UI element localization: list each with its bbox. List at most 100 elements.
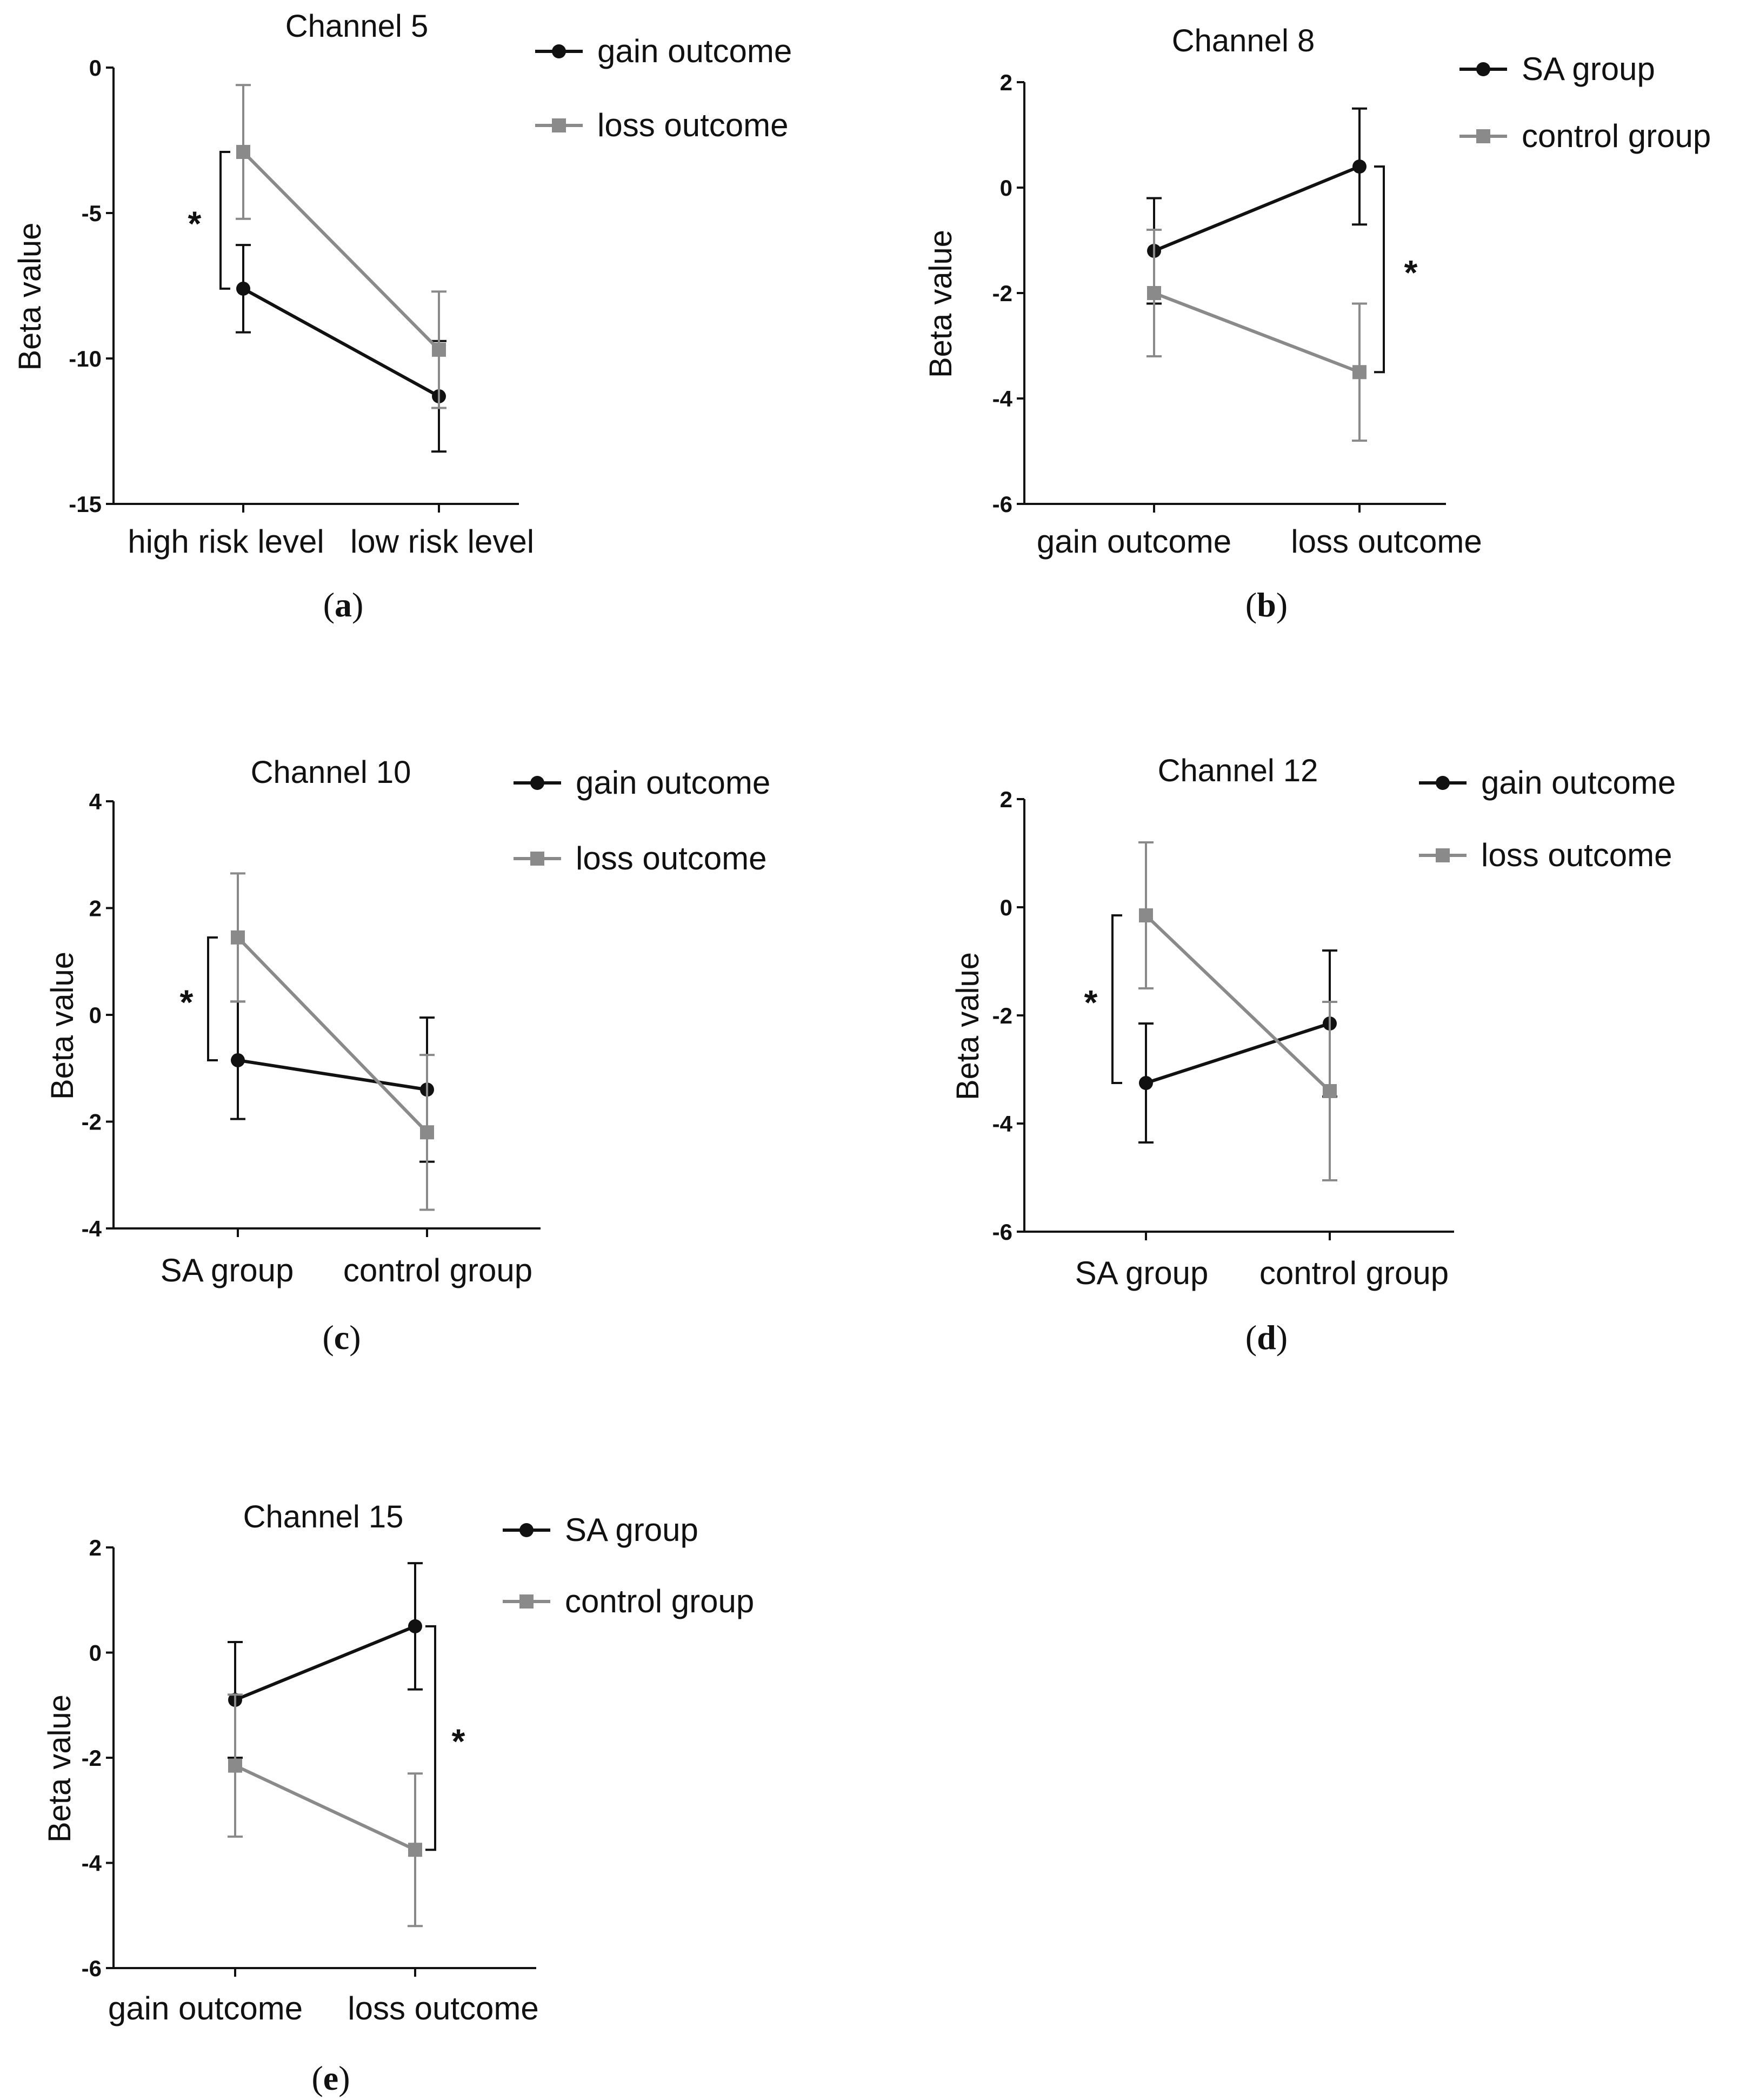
data-point <box>228 1758 242 1773</box>
y-tick-label: -5 <box>82 201 102 226</box>
panel-label-close: ) <box>352 586 363 624</box>
y-tick-label: 0 <box>89 1640 102 1666</box>
series-line-0 <box>237 1058 428 1092</box>
legend-item: control group <box>1459 118 1711 154</box>
panel-label-letter: c <box>334 1318 349 1357</box>
x-tick-label: loss outcome <box>348 1990 539 2026</box>
legend-label: SA group <box>565 1512 698 1548</box>
chart-title: Channel 12 <box>1158 753 1318 788</box>
legend-label: control group <box>1522 118 1711 154</box>
chart-panel-a: Channel 5 Beta value 0 -5 -10 -15 high risk le… <box>12 9 792 624</box>
y-tick-label: -4 <box>82 1216 102 1241</box>
legend-item: control group <box>503 1583 754 1619</box>
y-tick-label: -4 <box>82 1851 102 1876</box>
legend-label: gain outcome <box>576 765 770 801</box>
y-tick-label: 0 <box>1000 895 1012 920</box>
chart-title: Channel 10 <box>251 755 411 790</box>
data-point <box>408 1619 422 1633</box>
y-axis-label: Beta value <box>12 222 48 370</box>
legend-item: SA group <box>503 1512 698 1548</box>
y-tick-label: -6 <box>992 491 1012 517</box>
panel-label-letter: d <box>1257 1318 1276 1357</box>
panel-label-open: ( <box>1245 1318 1257 1357</box>
series-line-0 <box>242 287 440 398</box>
legend-label: SA group <box>1522 51 1655 87</box>
legend-label: loss outcome <box>576 840 767 876</box>
x-tick-label: gain outcome <box>108 1990 303 2026</box>
data-point <box>420 1125 434 1140</box>
panel-label: (e) <box>311 2059 350 2097</box>
legend-label: loss outcome <box>1481 837 1672 873</box>
significance-star: * <box>1084 983 1098 1022</box>
significance-star: * <box>180 982 194 1021</box>
x-tick-label: loss outcome <box>1291 523 1482 560</box>
y-tick-label: -10 <box>69 346 102 371</box>
data-point <box>236 281 250 296</box>
legend-item: gain outcome <box>535 33 792 69</box>
chart-title: Channel 8 <box>1172 23 1315 58</box>
panel-label: (c) <box>322 1318 361 1357</box>
y-tick-label: -2 <box>82 1109 102 1135</box>
y-tick-label: 0 <box>1000 175 1012 201</box>
y-tick-label: 0 <box>89 1002 102 1028</box>
x-tick-label: gain outcome <box>1037 523 1231 560</box>
panel-label-close: ) <box>1276 1318 1288 1357</box>
y-axis-label: Beta value <box>45 952 80 1100</box>
panel-label-open: ( <box>311 2059 323 2097</box>
significance-bracket <box>1374 165 1385 374</box>
legend-marker <box>1476 129 1490 143</box>
significance-bracket <box>1111 914 1122 1084</box>
significance-bracket <box>219 151 230 290</box>
significance-star: * <box>1404 253 1418 292</box>
series-line-0 <box>1145 1022 1330 1085</box>
y-tick-label: -4 <box>992 1111 1013 1137</box>
data-point <box>1352 160 1367 174</box>
significance-bracket <box>425 1625 436 1851</box>
legend-item: gain outcome <box>1419 765 1676 801</box>
y-tick-label: 4 <box>89 789 102 814</box>
y-axis-label: Beta value <box>923 230 958 378</box>
legend-label: loss outcome <box>597 107 789 143</box>
legend-item: loss outcome <box>1419 837 1672 873</box>
legend-marker <box>1436 848 1450 862</box>
panel-label: (d) <box>1245 1318 1288 1357</box>
panel-label-close: ) <box>1276 586 1288 624</box>
data-point <box>1139 908 1153 922</box>
data-point <box>1147 286 1161 300</box>
significance-bracket <box>207 936 218 1061</box>
series-line-0 <box>234 1625 416 1702</box>
y-tick-label: 2 <box>89 1535 102 1560</box>
y-tick-label: -2 <box>992 1003 1012 1028</box>
panel-label-open: ( <box>1245 586 1257 624</box>
legend-label: gain outcome <box>597 33 792 69</box>
panel-label-letter: e <box>323 2059 338 2097</box>
legend-marker <box>530 776 544 790</box>
legend-label: gain outcome <box>1481 765 1676 801</box>
x-tick-label: control group <box>343 1252 532 1288</box>
series-line-1 <box>242 150 441 351</box>
y-tick-label: -4 <box>992 386 1013 411</box>
y-tick-label: 2 <box>1000 70 1012 95</box>
panel-label-close: ) <box>338 2059 350 2097</box>
data-point <box>1323 1084 1337 1098</box>
legend-marker <box>552 118 566 132</box>
panel-label-open: ( <box>323 586 335 624</box>
y-tick-label: -2 <box>82 1745 102 1771</box>
significance-star: * <box>188 204 202 243</box>
chart-title: Channel 15 <box>243 1499 404 1534</box>
data-point <box>231 1053 245 1067</box>
legend-marker <box>1436 776 1450 790</box>
y-tick-label: -6 <box>992 1219 1012 1245</box>
panel-label-open: ( <box>322 1318 334 1357</box>
y-tick-label: -15 <box>69 491 102 517</box>
panel-label-letter: b <box>1257 586 1276 624</box>
series-line-1 <box>234 1764 416 1851</box>
legend-marker <box>1476 62 1490 76</box>
legend-label: control group <box>565 1583 754 1619</box>
panel-label-close: ) <box>349 1318 361 1357</box>
y-tick-label: 0 <box>89 55 102 81</box>
panel-label-letter: a <box>335 586 352 624</box>
legend-marker <box>530 852 544 866</box>
y-axis-label: Beta value <box>42 1694 77 1843</box>
